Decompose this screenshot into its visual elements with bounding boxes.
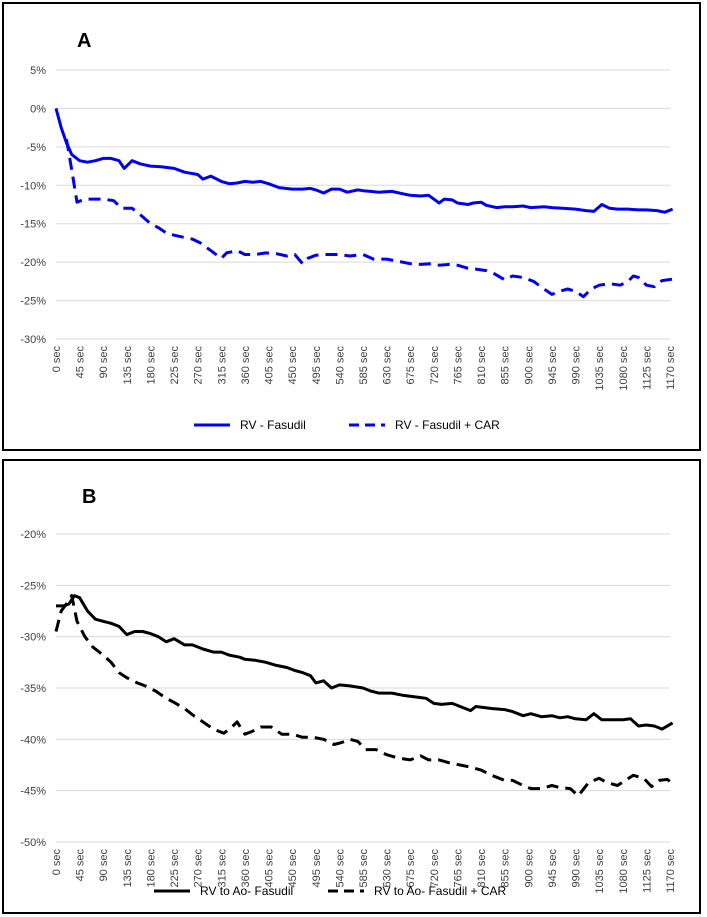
x-tick-label: 720 sec (429, 849, 441, 888)
x-tick-label: 855 sec (500, 849, 512, 888)
x-tick-label: 315 sec (216, 346, 228, 385)
x-tick-label: 270 sec (193, 346, 205, 385)
y-tick-label: -35% (20, 683, 46, 695)
x-tick-label: 360 sec (240, 346, 252, 385)
x-tick-label: 0 sec (51, 849, 63, 876)
x-tick-label: 225 sec (169, 849, 181, 888)
chart-b-svg: B -20% -25% -30% -35% -40% -45% -50% 0 sec 45 sec… (20, 486, 677, 898)
y-tick-label: 0% (30, 103, 46, 115)
panel-b: B -20% -25% -30% -35% -40% -45% -50% 0 sec 45 sec… (2, 459, 701, 914)
x-tick-label: 225 sec (169, 346, 181, 385)
x-tick-label: 675 sec (405, 849, 417, 888)
x-tick-label: 765 sec (452, 849, 464, 888)
y-tick-label: -5% (26, 142, 46, 154)
y-tick-label: -25% (20, 296, 46, 308)
x-tick-label: 585 sec (358, 346, 370, 385)
x-tick-label: 405 sec (264, 849, 276, 888)
panel-a: A 5% 0% -5% -10% -15% -20% -25% -30% 0 sec 45 sec 9… (2, 2, 701, 451)
series-line-2 (65, 138, 673, 299)
y-tick-label: 5% (30, 65, 46, 77)
x-tick-label: 720 sec (429, 346, 441, 385)
y-tick-label: -30% (20, 334, 46, 346)
legend-label: RV to Ao- Fasudil (200, 884, 293, 898)
legend-label: RV - Fasudil + CAR (395, 418, 500, 432)
x-tick-label: 1035 sec (594, 849, 606, 894)
x-tick-label: 0 sec (51, 346, 63, 373)
x-tick-label: 1170 sec (665, 346, 677, 390)
panel-label: A (77, 30, 91, 52)
y-tick-label: -20% (20, 257, 46, 269)
x-tick-label: 765 sec (452, 346, 464, 385)
x-tick-label: 1125 sec (641, 849, 653, 893)
legend-label: RV - Fasudil (240, 418, 306, 432)
x-tick-label: 450 sec (287, 346, 299, 385)
y-tick-label: -40% (20, 734, 46, 746)
x-tick-label: 540 sec (334, 346, 346, 385)
x-tick-label: 495 sec (311, 346, 323, 385)
x-tick-label: 990 sec (571, 346, 583, 385)
x-tick-label: 1170 sec (665, 849, 677, 893)
y-tick-label: -10% (20, 180, 46, 192)
x-tick-label: 135 sec (122, 346, 134, 385)
x-tick-label: 540 sec (334, 849, 346, 888)
x-tick-label: 1080 sec (618, 346, 630, 391)
x-tick-label: 180 sec (145, 346, 157, 385)
panel-label: B (82, 486, 96, 508)
x-tick-label: 990 sec (571, 849, 583, 888)
y-tick-label: -30% (20, 632, 46, 644)
x-tick-label: 675 sec (405, 346, 417, 385)
y-tick-label: -50% (20, 837, 46, 849)
y-tick-label: -45% (20, 786, 46, 798)
x-tick-label: 450 sec (287, 849, 299, 888)
x-tick-label: 135 sec (122, 849, 134, 888)
chart-a-svg: A 5% 0% -5% -10% -15% -20% -25% -30% 0 sec 45 sec 9… (20, 30, 677, 432)
x-tick-label: 630 sec (382, 849, 394, 888)
y-tick-label: -25% (20, 580, 46, 592)
x-tick-label: 585 sec (358, 849, 370, 888)
x-tick-label: 945 sec (547, 849, 559, 888)
series-line-1 (54, 108, 674, 214)
x-tick-label: 315 sec (216, 849, 228, 888)
x-tick-label: 810 sec (476, 346, 488, 385)
x-tick-label: 810 sec (476, 849, 488, 888)
x-tick-label: 630 sec (382, 346, 394, 385)
y-tick-label: -15% (20, 219, 46, 231)
x-tick-label: 90 sec (98, 346, 110, 379)
x-tick-label: 45 sec (75, 346, 87, 379)
x-tick-label: 900 sec (523, 849, 535, 888)
y-tick-label: -20% (20, 529, 46, 541)
x-tick-label: 945 sec (547, 346, 559, 385)
series-line-1 (56, 594, 674, 731)
x-tick-label: 1125 sec (641, 346, 653, 390)
x-tick-label: 405 sec (264, 346, 276, 385)
x-tick-label: 900 sec (523, 346, 535, 385)
series-line-2 (54, 594, 674, 798)
x-tick-label: 855 sec (500, 346, 512, 385)
x-tick-label: 90 sec (98, 849, 110, 882)
x-tick-label: 1035 sec (594, 346, 606, 391)
x-tick-label: 45 sec (75, 849, 87, 882)
x-tick-label: 360 sec (240, 849, 252, 888)
x-tick-label: 270 sec (193, 849, 205, 888)
legend-label: RV to Ao- Fasudil + CAR (374, 884, 507, 898)
x-tick-label: 180 sec (145, 849, 157, 888)
x-tick-label: 1080 sec (618, 849, 630, 894)
x-tick-label: 495 sec (311, 849, 323, 888)
